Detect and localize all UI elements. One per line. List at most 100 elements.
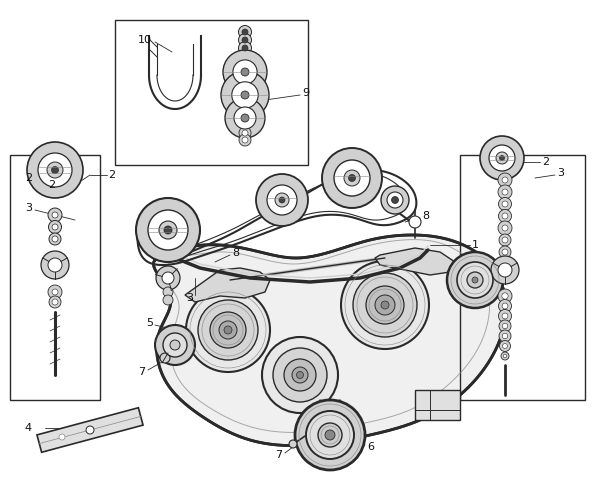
Circle shape (163, 295, 173, 305)
Text: 2: 2 (542, 157, 549, 167)
Circle shape (499, 300, 512, 312)
Circle shape (242, 29, 248, 35)
Circle shape (49, 221, 62, 234)
Circle shape (499, 310, 512, 322)
Circle shape (242, 137, 248, 143)
Circle shape (155, 325, 195, 365)
Circle shape (499, 330, 511, 342)
Circle shape (499, 156, 505, 161)
Circle shape (391, 196, 398, 203)
Circle shape (221, 71, 269, 119)
Circle shape (156, 266, 180, 290)
Bar (10, 155, 100, 400)
Circle shape (242, 37, 248, 43)
Circle shape (52, 236, 58, 242)
Circle shape (502, 293, 508, 299)
Circle shape (238, 34, 251, 47)
Text: 2: 2 (108, 170, 115, 180)
Circle shape (499, 246, 511, 258)
Circle shape (502, 213, 508, 219)
Circle shape (273, 348, 327, 402)
Circle shape (238, 25, 251, 39)
Circle shape (242, 130, 248, 136)
Circle shape (318, 423, 342, 447)
Circle shape (256, 174, 308, 226)
Circle shape (210, 312, 246, 348)
Text: 5: 5 (146, 318, 153, 328)
Circle shape (498, 263, 512, 277)
Circle shape (241, 114, 249, 122)
Circle shape (306, 411, 354, 459)
Circle shape (289, 440, 297, 448)
Circle shape (241, 68, 249, 76)
Circle shape (353, 273, 417, 337)
Circle shape (239, 134, 251, 146)
Circle shape (502, 189, 508, 195)
Circle shape (262, 337, 338, 413)
Text: 1: 1 (472, 240, 479, 250)
Circle shape (284, 359, 316, 391)
Circle shape (375, 295, 395, 315)
Text: 3: 3 (25, 203, 32, 213)
Circle shape (48, 258, 62, 272)
Circle shape (472, 277, 478, 283)
Text: 9: 9 (302, 88, 309, 98)
Circle shape (267, 185, 297, 215)
Text: 4: 4 (25, 423, 32, 433)
Circle shape (502, 323, 508, 329)
Circle shape (234, 107, 256, 129)
Circle shape (198, 300, 258, 360)
Circle shape (502, 249, 508, 255)
Text: 10: 10 (138, 35, 152, 45)
Circle shape (186, 288, 270, 372)
Text: 2: 2 (25, 173, 32, 183)
Circle shape (160, 353, 170, 363)
Circle shape (503, 354, 507, 358)
Circle shape (242, 45, 248, 51)
Bar (415, 390, 460, 420)
Circle shape (496, 152, 508, 164)
Circle shape (349, 175, 355, 182)
Circle shape (387, 192, 403, 208)
Circle shape (457, 262, 493, 298)
Circle shape (292, 367, 308, 383)
Circle shape (48, 285, 62, 299)
Circle shape (381, 186, 409, 214)
Circle shape (164, 226, 172, 234)
Circle shape (86, 426, 94, 434)
Text: 7: 7 (138, 367, 145, 377)
Circle shape (241, 91, 249, 99)
Bar (115, 20, 308, 165)
Circle shape (224, 326, 232, 334)
Circle shape (334, 160, 370, 196)
Circle shape (295, 400, 365, 470)
Circle shape (498, 173, 512, 187)
Circle shape (52, 224, 58, 230)
Polygon shape (154, 235, 506, 445)
Circle shape (502, 225, 508, 231)
Circle shape (491, 256, 519, 284)
Polygon shape (375, 248, 455, 275)
Circle shape (502, 313, 508, 319)
Circle shape (47, 162, 63, 178)
Circle shape (41, 251, 69, 279)
Circle shape (136, 198, 200, 262)
Text: 6: 6 (367, 442, 374, 452)
Circle shape (49, 296, 61, 308)
Circle shape (163, 287, 173, 297)
Circle shape (296, 372, 304, 378)
Circle shape (499, 340, 511, 352)
Circle shape (52, 212, 58, 218)
Circle shape (279, 197, 285, 203)
Circle shape (498, 221, 512, 235)
Circle shape (498, 289, 512, 303)
Circle shape (409, 216, 421, 228)
Circle shape (27, 142, 83, 198)
Circle shape (467, 272, 483, 288)
Circle shape (322, 148, 382, 208)
Text: 2: 2 (48, 180, 55, 190)
Circle shape (366, 286, 404, 324)
Circle shape (38, 153, 72, 187)
Circle shape (52, 289, 58, 295)
Circle shape (489, 145, 515, 171)
